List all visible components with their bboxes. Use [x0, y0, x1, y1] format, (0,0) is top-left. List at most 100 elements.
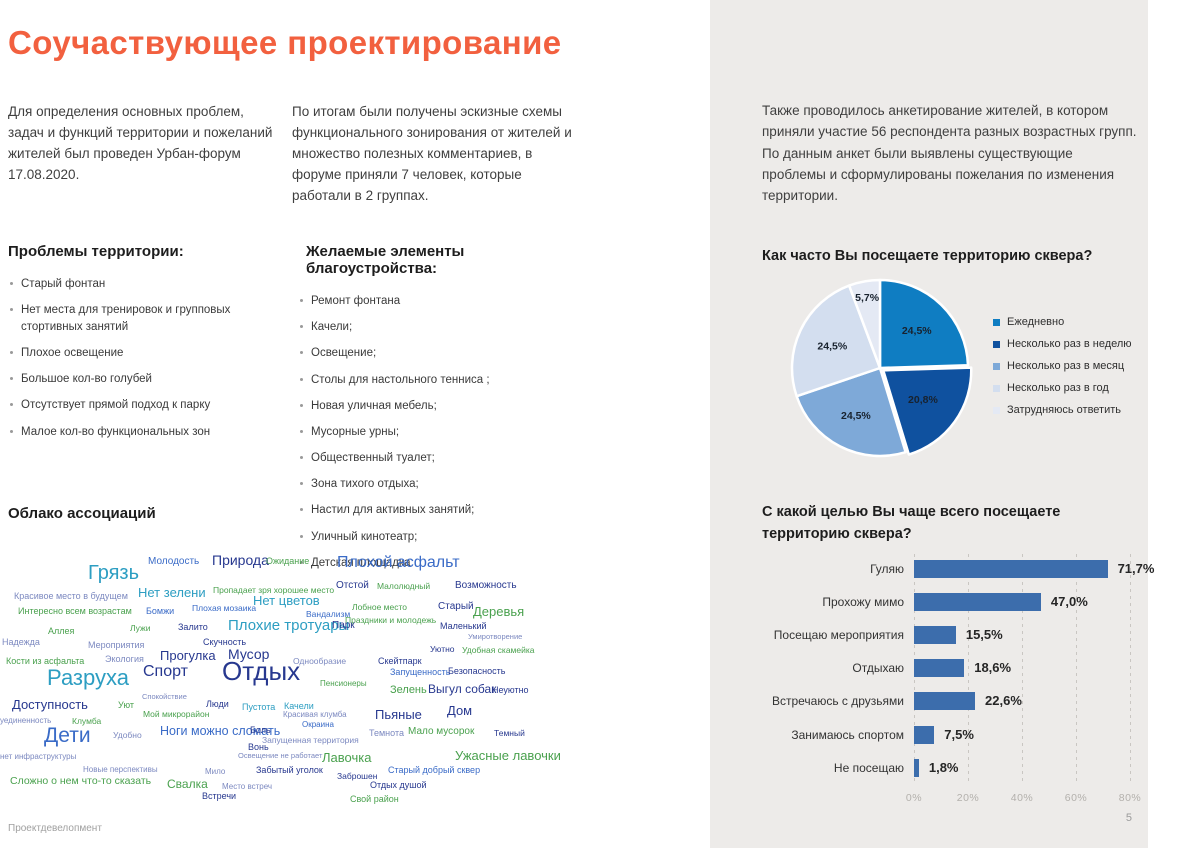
bar-value-label: 1,8%	[928, 760, 959, 775]
wishes-heading: Желаемые элементы благоустройства:	[306, 243, 465, 277]
bar-fill	[914, 560, 1108, 578]
pie-chart: 24,5% 20,8% 24,5% 24,5% 5,7%	[785, 273, 975, 463]
x-axis-tick: 0%	[905, 792, 923, 804]
cloud-word: Удобная скамейка	[462, 645, 535, 655]
pie-slice	[795, 366, 907, 458]
bar-row: Отдыхаю 18,6%	[762, 659, 1142, 677]
bar-track: 1,8%	[914, 759, 1142, 777]
list-item: Уличный кинотеатр;	[298, 529, 590, 546]
cloud-word: Красивая клумба	[283, 710, 347, 719]
bar-category-label: Встречаюсь с друзьями	[771, 694, 904, 708]
bar-fill	[914, 626, 956, 644]
legend-item: Несколько раз в неделю	[993, 338, 1132, 350]
list-item: Новая уличная мебель;	[298, 398, 590, 415]
list-item: Большое кол-во голубей	[8, 371, 290, 388]
list-item: Зона тихого отдыха;	[298, 476, 590, 493]
bar-category-label: Прохожу мимо	[822, 595, 904, 609]
cloud-word: Однообразие	[293, 656, 347, 666]
bar-category-label: Не посещаю	[833, 761, 904, 775]
cloud-word: Скейтпарк	[378, 656, 422, 666]
intro-paragraph-1: Для определения основных проблем, задач …	[8, 104, 273, 182]
cloud-word: Темный	[494, 728, 525, 738]
bar-row: Прохожу мимо 47,0%	[762, 593, 1142, 611]
bar-track: 22,6%	[914, 692, 1142, 710]
cloud-word: Неуютно	[492, 685, 529, 695]
cloud-word: Грязь	[88, 562, 140, 584]
cloud-word: Пьяные	[375, 707, 422, 722]
survey-paragraph: Также проводилось анкетирование жителей,…	[762, 103, 1137, 204]
legend-swatch	[993, 318, 1000, 326]
wishes-list: Ремонт фонтана Качели; Освещение; Столы для…	[298, 293, 590, 571]
cloud-word: Умиротворение	[468, 632, 523, 641]
list-item: Отсутствует прямой подход к парку	[8, 397, 290, 414]
bar-value-label: 47,0%	[1050, 594, 1088, 609]
list-item: Нет места для тренировок и групповых сто…	[8, 302, 290, 335]
cloud-word: Спорт	[143, 663, 188, 680]
pie-chart-title: Как часто Вы посещаете территорию сквера…	[762, 248, 1093, 264]
cloud-word: Ожидание	[266, 556, 310, 566]
cloud-word: Плохие тротуары	[228, 617, 350, 634]
x-axis-tick: 80%	[1118, 792, 1142, 804]
cloud-word: Деревья	[473, 604, 525, 619]
cloud-word: Клумба	[72, 716, 102, 726]
pie-slice	[847, 278, 882, 370]
intro-text: Для определения основных проблем, задач …	[8, 102, 574, 207]
cloud-word: Новые перспективы	[83, 765, 158, 774]
legend-label: Несколько раз в неделю	[1007, 338, 1132, 350]
cloud-word: Отстой	[336, 580, 369, 591]
list-item: Столы для настольного тенниса ;	[298, 372, 590, 389]
cloud-word: Место встреч	[222, 782, 273, 791]
x-axis-tick: 40%	[1010, 792, 1034, 804]
bar-row: Встречаюсь с друзьями 22,6%	[762, 692, 1142, 710]
cloud-word: Запущенная территория	[262, 735, 359, 745]
cloud-word: Уют	[118, 700, 134, 710]
cloud-word: Пропадает зря хорошее место	[213, 585, 335, 595]
cloud-word: Безопасность	[448, 666, 506, 676]
bar-chart: Гуляю 71,7% Прохожу мимо 47,0% Посещаю мероп…	[762, 554, 1154, 806]
page-number: 5	[1125, 812, 1132, 824]
cloud-word: Старый добрый сквер	[388, 765, 481, 775]
bar-track: 18,6%	[914, 659, 1142, 677]
cloud-word: Вонь	[248, 742, 269, 752]
bar-fill	[914, 659, 965, 677]
bar-row: Не посещаю 1,8%	[762, 759, 1142, 777]
cloud-word: Прогулка	[160, 648, 216, 663]
bar-value-label: 15,5%	[965, 627, 1003, 642]
cloud-word: Мероприятия	[88, 640, 145, 650]
pie-legend: Ежедневно Несколько раз в неделю Несколько…	[993, 316, 1132, 426]
x-axis-tick: 20%	[956, 792, 980, 804]
cloud-word: Экология	[105, 654, 144, 664]
x-axis-tick: 60%	[1064, 792, 1088, 804]
pie-slice-value: 24,5%	[841, 410, 871, 422]
cloud-word: Нет зелени	[138, 585, 206, 600]
cloud-word: Забытый уголок	[256, 765, 323, 775]
footer-label: Проектдевелопмент	[8, 823, 102, 834]
legend-swatch	[993, 384, 1000, 392]
cloud-word: Пенсионеры	[320, 679, 367, 688]
legend-swatch	[993, 340, 1000, 348]
cloud-word: Мало мусорок	[408, 726, 475, 737]
bar-category-label: Гуляю	[870, 562, 904, 576]
bar-value-label: 71,7%	[1117, 561, 1155, 576]
cloud-word: Лужи	[130, 623, 151, 633]
cloud-word: Праздники и молодежь	[345, 615, 437, 625]
cloud-word: Заброшен	[337, 771, 378, 781]
legend-label: Несколько раз в месяц	[1007, 360, 1125, 372]
pie-slice-value: 5,7%	[855, 292, 880, 304]
cloud-word: Дом	[447, 703, 473, 718]
list-item: Качели;	[298, 319, 590, 336]
cloud-word: Мой микрорайон	[143, 709, 210, 719]
bar-category-label: Отдыхаю	[852, 661, 904, 675]
cloud-word: Пустота	[242, 702, 276, 712]
bar-row: Занимаюсь спортом 7,5%	[762, 726, 1142, 744]
cloud-word: Запущенность	[390, 667, 451, 677]
bar-fill	[914, 726, 935, 744]
legend-swatch	[993, 406, 1000, 414]
cloud-word: Вандализм	[306, 609, 351, 619]
cloud-word: Зелень	[390, 684, 427, 696]
cloud-word: Скучность	[203, 637, 247, 647]
cloud-word: Малолюдный	[377, 581, 431, 591]
word-cloud-heading: Облако ассоциаций	[8, 505, 156, 522]
cloud-word: Бомжи	[146, 606, 175, 616]
cloud-word: Плохая мозаика	[192, 603, 257, 613]
